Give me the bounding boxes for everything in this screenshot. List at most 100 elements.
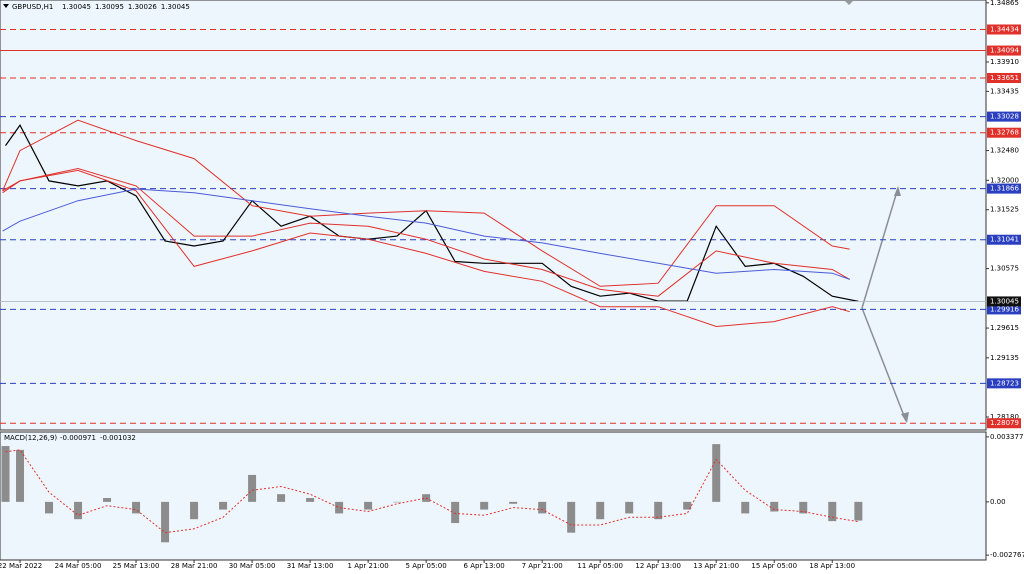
y-tick-label: 1.28180	[990, 413, 1019, 421]
x-tick-label: 13 Apr 21:00	[693, 562, 739, 570]
macd-bar	[625, 501, 634, 514]
macd-title: MACD(12,26,9)	[4, 434, 57, 442]
x-tick-label: 6 Apr 13:00	[464, 562, 505, 570]
macd-bar	[45, 501, 54, 514]
macd-bar	[683, 501, 692, 510]
header-value: 1.30095	[95, 3, 124, 11]
macd-bar	[277, 494, 286, 502]
x-tick-label: 24 Mar 05:00	[55, 562, 102, 570]
level-label: 1.33028	[990, 113, 1019, 121]
macd-bar	[74, 501, 83, 520]
macd-bar	[393, 501, 402, 503]
macd-bar	[306, 498, 315, 502]
level-label-bg	[987, 111, 1021, 122]
price-line	[2, 167, 850, 297]
scroll-marker	[845, 1, 853, 5]
level-label-bg	[987, 45, 1021, 56]
level-label: 1.34434	[990, 25, 1019, 33]
x-tick-label: 7 Apr 21:00	[522, 562, 563, 570]
macd-bar	[509, 501, 518, 504]
y-tick-label: 1.33435	[990, 87, 1019, 95]
y-tick-label: 1.29615	[990, 324, 1019, 332]
macd-bar	[451, 501, 460, 524]
header-value: -0.001032	[100, 434, 136, 442]
level-label: 1.28723	[990, 379, 1019, 387]
level-label: 1.31041	[990, 236, 1019, 244]
level-label: 1.31866	[990, 185, 1019, 193]
y-tick-label: 1.29135	[990, 354, 1019, 362]
level-label-bg	[987, 127, 1021, 138]
level-label-bg	[987, 378, 1021, 389]
y-tick-label: 1.30575	[990, 265, 1019, 273]
level-label-bg	[987, 234, 1021, 245]
macd-bar	[770, 501, 779, 512]
level-label-bg	[987, 73, 1021, 84]
level-label: 1.32768	[990, 129, 1019, 137]
main-panel	[0, 0, 987, 431]
x-tick-label: 12 Apr 13:00	[635, 562, 681, 570]
x-tick-label: 1 Apr 21:00	[348, 562, 389, 570]
level-label: 1.28079	[990, 419, 1019, 427]
price-line	[2, 169, 850, 328]
header-value: 1.30045	[161, 3, 190, 11]
macd-bar	[1, 446, 10, 502]
y-tick-label: 1.32480	[990, 147, 1019, 155]
last-price-label: 1.30045	[990, 297, 1019, 305]
y-tick-label: 0.00	[990, 498, 1006, 506]
level-label-bg	[987, 304, 1021, 315]
menu-icon	[3, 4, 9, 8]
macd-bar	[161, 501, 170, 543]
x-tick-label: 31 Mar 13:00	[287, 562, 334, 570]
macd-bar	[854, 501, 863, 521]
macd-bar	[219, 501, 228, 510]
price-line	[2, 119, 850, 287]
macd-panel	[0, 431, 987, 561]
header-value: 1.30026	[128, 3, 157, 11]
price-line	[2, 188, 850, 280]
macd-bar	[538, 501, 547, 514]
macd-bar	[364, 501, 373, 510]
level-label: 1.34094	[990, 47, 1019, 55]
level-label: 1.29916	[990, 305, 1019, 313]
macd-bar	[248, 474, 257, 502]
macd-bar	[828, 501, 837, 522]
last-price-bg	[987, 296, 1021, 307]
y-tick-label: 1.34865	[990, 0, 1019, 7]
level-label-bg	[987, 418, 1021, 429]
header: GBPUSD,H1 MACD(12,26,9)	[3, 3, 57, 442]
x-tick-label: 25 Mar 13:00	[113, 562, 160, 570]
macd-bar	[712, 444, 721, 502]
macd-bar	[480, 501, 489, 510]
macd-bar	[741, 501, 750, 514]
symbol: GBPUSD,H1	[12, 3, 53, 11]
level-label: 1.33651	[990, 74, 1019, 82]
macd-bar	[567, 501, 576, 533]
macd-bar	[103, 498, 112, 502]
x-tick-label: 5 Apr 05:00	[406, 562, 447, 570]
x-tick-label: 30 Mar 05:00	[229, 562, 276, 570]
macd-bar	[335, 501, 344, 514]
projection-down	[861, 307, 907, 422]
x-tick-label: 22 Mar 2022	[0, 562, 42, 570]
y-tick-label: 0.003377	[990, 433, 1023, 441]
x-tick-label: 11 Apr 05:00	[577, 562, 623, 570]
y-tick-label: 1.31525	[990, 206, 1019, 214]
header-value: -0.000971	[60, 434, 96, 442]
macd-bar	[16, 449, 25, 502]
macd-bar	[654, 501, 663, 520]
x-tick-label: 18 Apr 13:00	[809, 562, 855, 570]
y-tick-label: 1.32000	[990, 176, 1019, 184]
macd-bar	[596, 501, 605, 520]
macd-bar	[799, 501, 808, 514]
y-tick-label: 1.33910	[990, 58, 1019, 66]
macd-bar	[190, 501, 199, 520]
x-tick-label: 28 Mar 21:00	[171, 562, 218, 570]
x-tick-label: 15 Apr 05:00	[751, 562, 797, 570]
arrow-head	[894, 186, 901, 196]
header-value: 1.30045	[62, 3, 91, 11]
level-label-bg	[987, 24, 1021, 35]
projection-up	[861, 187, 899, 309]
y-tick-label: -0.002767	[990, 551, 1024, 559]
signal-line	[5, 449, 859, 534]
